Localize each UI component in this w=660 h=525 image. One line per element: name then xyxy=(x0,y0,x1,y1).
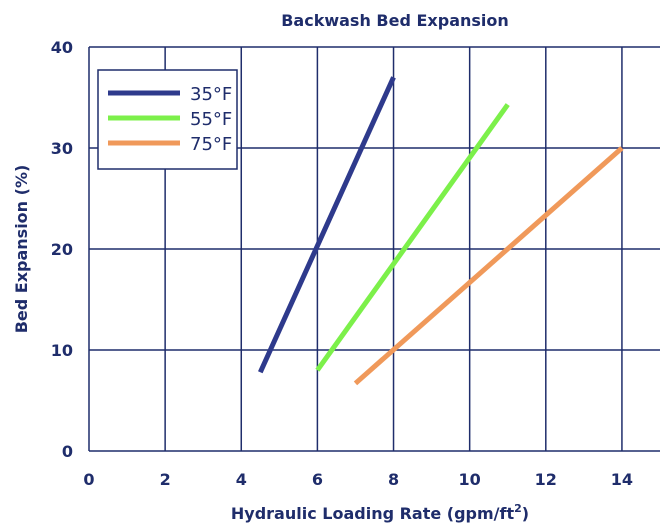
chart-title: Backwash Bed Expansion xyxy=(281,11,509,30)
y-tick-label-0: 0 xyxy=(62,442,73,461)
series-line-1 xyxy=(258,76,396,374)
y-tick-label-40: 40 xyxy=(51,38,73,57)
legend-label-3: 75°F xyxy=(190,134,232,155)
x-tick-label-2: 2 xyxy=(160,470,171,489)
tick-layer: 0 2 4 6 8 10 12 14 0 10 20 30 40 xyxy=(51,38,633,489)
x-tick-label-6: 6 xyxy=(312,470,323,489)
y-tick-label-10: 10 xyxy=(51,341,73,360)
x-axis-label-superscript: 2 xyxy=(514,502,522,515)
x-axis-label-end: ) xyxy=(522,504,529,523)
series-line-2 xyxy=(315,103,510,372)
x-axis-label-main: Hydraulic Loading Rate (gpm/ft xyxy=(231,504,515,523)
y-axis-label: Bed Expansion (%) xyxy=(12,165,31,334)
legend-items: 35°F 55°F 75°F xyxy=(108,84,232,155)
x-tick-label-4: 4 xyxy=(236,470,247,489)
legend: 35°F 55°F 75°F xyxy=(97,69,238,170)
y-tick-label-20: 20 xyxy=(51,240,73,259)
x-tick-label-14: 14 xyxy=(611,470,633,489)
x-axis-label: Hydraulic Loading Rate (gpm/ft2) xyxy=(231,502,529,523)
legend-label-2: 55°F xyxy=(190,109,232,130)
x-tick-label-10: 10 xyxy=(459,470,481,489)
y-tick-label-30: 30 xyxy=(51,139,73,158)
series-layer xyxy=(258,76,624,386)
series-line-3 xyxy=(353,146,624,386)
x-tick-label-8: 8 xyxy=(388,470,399,489)
x-tick-label-0: 0 xyxy=(83,470,94,489)
legend-label-1: 35°F xyxy=(190,84,232,105)
x-tick-label-12: 12 xyxy=(535,470,557,489)
